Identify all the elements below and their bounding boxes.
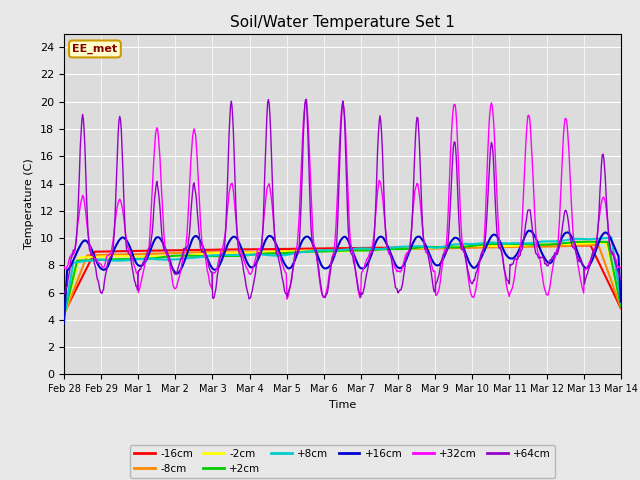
Text: EE_met: EE_met (72, 44, 118, 54)
Legend: -16cm, -8cm, -2cm, +2cm, +8cm, +16cm, +32cm, +64cm: -16cm, -8cm, -2cm, +2cm, +8cm, +16cm, +3… (130, 444, 555, 478)
Y-axis label: Temperature (C): Temperature (C) (24, 158, 35, 250)
X-axis label: Time: Time (329, 400, 356, 409)
Title: Soil/Water Temperature Set 1: Soil/Water Temperature Set 1 (230, 15, 455, 30)
